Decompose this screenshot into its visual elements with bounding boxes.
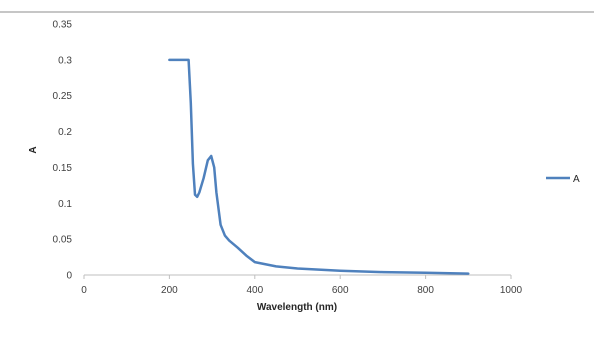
x-tick-label: 800 — [417, 285, 434, 296]
x-tick-label: 400 — [246, 285, 263, 296]
x-axis: 0 200 400 600 800 1000 — [81, 274, 523, 296]
y-tick-label: 0.05 — [53, 235, 73, 246]
legend: A — [546, 174, 580, 185]
y-tick-label: 0.15 — [53, 163, 73, 174]
y-axis-title: A — [28, 146, 39, 153]
x-axis-title: Wavelength (nm) — [257, 302, 337, 313]
y-tick-label: 0.35 — [53, 20, 73, 31]
y-tick-label: 0.25 — [53, 91, 73, 102]
x-tick-label: 1000 — [500, 285, 523, 296]
legend-label: A — [573, 174, 580, 185]
y-axis: 0 0.05 0.1 0.15 0.2 0.25 0.3 0.35 — [53, 20, 73, 282]
series-line — [168, 58, 470, 275]
x-tick-label: 600 — [332, 285, 349, 296]
y-tick-label: 0.2 — [58, 127, 72, 138]
y-tick-label: 0.1 — [58, 199, 72, 210]
x-tick-label: 200 — [161, 285, 178, 296]
y-tick-label: 0.3 — [58, 55, 72, 66]
x-tick-label: 0 — [81, 285, 87, 296]
series-layer — [168, 58, 470, 275]
y-tick-label: 0 — [66, 271, 72, 282]
